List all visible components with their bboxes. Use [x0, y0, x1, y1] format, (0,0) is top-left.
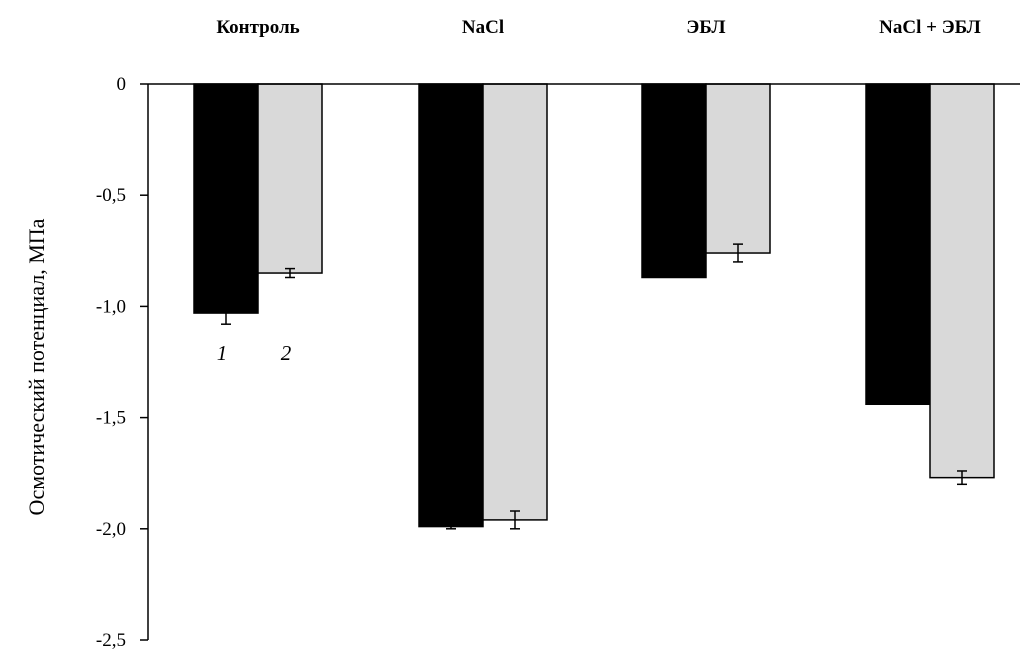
- category-label: Контроль: [216, 17, 299, 38]
- bar-series-2-0: [257, 83, 323, 274]
- error-bar-series-1-1: [446, 523, 456, 530]
- category-label: ЭБЛ: [686, 17, 725, 38]
- y-axis-title: Осмотический потенциал, МПа: [24, 218, 49, 515]
- category-label: NaCl: [462, 17, 504, 38]
- series-label-2: 2: [281, 341, 292, 365]
- error-bar-series-2-1: [510, 510, 520, 530]
- error-bar-series-2-3: [957, 470, 967, 486]
- bars: [193, 83, 995, 528]
- bar-series-1-3: [865, 83, 931, 406]
- y-tick-label: -2,5: [96, 630, 126, 651]
- bar-series-2-3: [929, 83, 995, 479]
- y-tick-label: -0,5: [96, 185, 126, 206]
- y-tick-label: -1,0: [96, 296, 126, 317]
- error-bar-series-2-0: [285, 267, 295, 279]
- error-bar-series-2-2: [733, 243, 743, 263]
- y-tick-label: 0: [117, 74, 127, 95]
- y-tick-label: -1,5: [96, 408, 126, 429]
- bar-series-2-1: [482, 83, 548, 521]
- category-label: NaCl + ЭБЛ: [879, 17, 981, 38]
- error-bar-series-1-0: [221, 301, 231, 325]
- error-bars: [221, 243, 967, 530]
- y-tick-label: -2,0: [96, 519, 126, 540]
- series-label-1: 1: [217, 341, 228, 365]
- bar-series-2-2: [705, 83, 771, 254]
- bar-series-1-1: [418, 83, 484, 528]
- bar-series-1-0: [193, 83, 259, 314]
- bar-series-1-2: [641, 83, 707, 279]
- category-labels: Контроль NaCl ЭБЛ NaCl + ЭБЛ: [216, 17, 981, 38]
- y-axis: 0 -0,5 -1,0 -1,5 -2,0 -2,5: [96, 74, 1020, 651]
